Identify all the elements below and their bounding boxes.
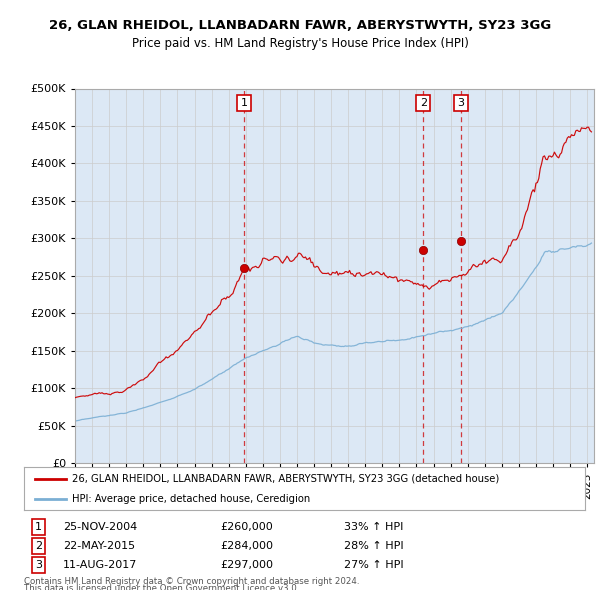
Text: £297,000: £297,000 [220,560,274,569]
Text: 33% ↑ HPI: 33% ↑ HPI [344,522,403,532]
Text: HPI: Average price, detached house, Ceredigion: HPI: Average price, detached house, Cere… [71,494,310,504]
Text: 3: 3 [35,560,42,569]
Text: £260,000: £260,000 [220,522,273,532]
Text: 26, GLAN RHEIDOL, LLANBADARN FAWR, ABERYSTWYTH, SY23 3GG: 26, GLAN RHEIDOL, LLANBADARN FAWR, ABERY… [49,19,551,32]
Text: 1: 1 [241,98,248,108]
Text: 2: 2 [420,98,427,108]
Text: 26, GLAN RHEIDOL, LLANBADARN FAWR, ABERYSTWYTH, SY23 3GG (detached house): 26, GLAN RHEIDOL, LLANBADARN FAWR, ABERY… [71,474,499,484]
Text: This data is licensed under the Open Government Licence v3.0.: This data is licensed under the Open Gov… [24,584,299,590]
Text: 3: 3 [457,98,464,108]
Text: 28% ↑ HPI: 28% ↑ HPI [344,541,403,550]
Text: 1: 1 [35,522,42,532]
Text: £284,000: £284,000 [220,541,274,550]
Text: 22-MAY-2015: 22-MAY-2015 [63,541,136,550]
Text: 27% ↑ HPI: 27% ↑ HPI [344,560,403,569]
Text: 25-NOV-2004: 25-NOV-2004 [63,522,137,532]
Text: 11-AUG-2017: 11-AUG-2017 [63,560,137,569]
Text: 2: 2 [35,541,42,550]
Text: Contains HM Land Registry data © Crown copyright and database right 2024.: Contains HM Land Registry data © Crown c… [24,577,359,586]
Text: Price paid vs. HM Land Registry's House Price Index (HPI): Price paid vs. HM Land Registry's House … [131,37,469,50]
